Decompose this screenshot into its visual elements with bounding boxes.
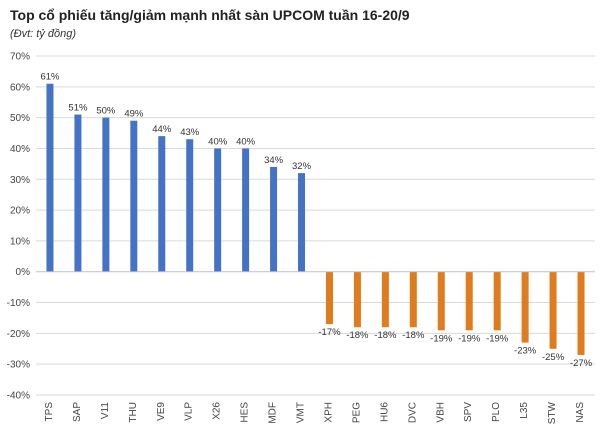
data-label: 50% bbox=[96, 106, 116, 117]
x-tick-label: HES bbox=[240, 402, 251, 423]
x-tick-label: PLO bbox=[491, 402, 502, 422]
bar-vbh bbox=[437, 271, 445, 331]
data-label: 44% bbox=[152, 124, 172, 135]
bar-vlp bbox=[186, 139, 194, 272]
x-tick-label: HU6 bbox=[379, 402, 390, 422]
x-tick-label: MDF bbox=[268, 402, 279, 424]
x-tick-label: L35 bbox=[519, 402, 530, 419]
data-label: 61% bbox=[40, 72, 60, 83]
data-label: -19% bbox=[430, 333, 453, 344]
x-tick-label: SAP bbox=[72, 402, 83, 422]
y-tick-label: 10% bbox=[10, 236, 30, 247]
y-tick-label: 60% bbox=[10, 82, 30, 93]
data-label: -18% bbox=[374, 330, 397, 341]
bar-vmt bbox=[298, 173, 306, 272]
bar-sap bbox=[74, 114, 82, 272]
data-label: 34% bbox=[264, 155, 284, 166]
y-tick-label: 70% bbox=[10, 52, 30, 63]
y-tick-label: 20% bbox=[10, 206, 30, 217]
data-label: -19% bbox=[486, 333, 509, 344]
chart-subtitle: (Đvt: tỷ đồng) bbox=[10, 28, 77, 40]
bar-hes bbox=[242, 148, 250, 272]
bar-mdf bbox=[270, 166, 278, 272]
bar-l35 bbox=[521, 271, 529, 343]
x-tick-label: THU bbox=[128, 402, 139, 423]
y-tick-label: 30% bbox=[10, 175, 30, 186]
data-label: -25% bbox=[542, 352, 565, 363]
bar-stw bbox=[549, 271, 557, 349]
x-tick-label: VMT bbox=[296, 402, 307, 423]
data-label: -23% bbox=[514, 346, 537, 357]
bar-tps bbox=[46, 83, 54, 272]
bar-xph bbox=[325, 271, 333, 325]
data-label: -18% bbox=[402, 330, 425, 341]
y-tick-label: 0% bbox=[16, 267, 31, 278]
x-tick-label: XPH bbox=[323, 402, 334, 423]
data-label: 40% bbox=[236, 136, 256, 147]
x-tick-label: STW bbox=[547, 401, 558, 424]
data-label: -17% bbox=[318, 327, 341, 338]
data-label: 51% bbox=[68, 103, 88, 114]
chart-title: Top cổ phiếu tăng/giảm mạnh nhất sàn UPC… bbox=[10, 7, 410, 23]
data-label: -27% bbox=[570, 358, 593, 369]
y-tick-label: -20% bbox=[7, 329, 30, 340]
y-tick-label: 40% bbox=[10, 144, 30, 155]
bar-x26 bbox=[214, 148, 222, 272]
data-label: 49% bbox=[124, 109, 144, 120]
bar-thu bbox=[130, 120, 138, 272]
y-tick-label: -40% bbox=[7, 391, 30, 402]
bar-spv bbox=[465, 271, 473, 331]
x-tick-label: X26 bbox=[212, 402, 223, 420]
bar-plo bbox=[493, 271, 501, 331]
y-tick-label: -10% bbox=[7, 298, 30, 309]
x-tick-label: DVC bbox=[407, 402, 418, 423]
bar-nas bbox=[577, 271, 585, 355]
bar-ve9 bbox=[158, 136, 166, 272]
data-label: 40% bbox=[208, 136, 228, 147]
bar-dvc bbox=[409, 271, 417, 328]
bar-v11 bbox=[102, 117, 110, 272]
x-tick-label: PEG bbox=[351, 402, 362, 423]
x-tick-label: VLP bbox=[184, 402, 195, 421]
y-tick-label: -30% bbox=[7, 360, 30, 371]
x-tick-label: VBH bbox=[435, 402, 446, 423]
bar-hu6 bbox=[381, 271, 389, 328]
x-tick-label: TPS bbox=[44, 402, 55, 422]
bar-peg bbox=[353, 271, 361, 328]
data-label: 32% bbox=[292, 161, 312, 172]
data-label: -18% bbox=[346, 330, 369, 341]
y-tick-label: 50% bbox=[10, 113, 30, 124]
data-label: 43% bbox=[180, 127, 200, 138]
x-tick-label: NAS bbox=[575, 402, 586, 423]
x-tick-label: SPV bbox=[463, 402, 474, 422]
x-tick-label: VE9 bbox=[156, 402, 167, 421]
data-label: -19% bbox=[458, 333, 481, 344]
x-tick-label: V11 bbox=[100, 402, 111, 419]
